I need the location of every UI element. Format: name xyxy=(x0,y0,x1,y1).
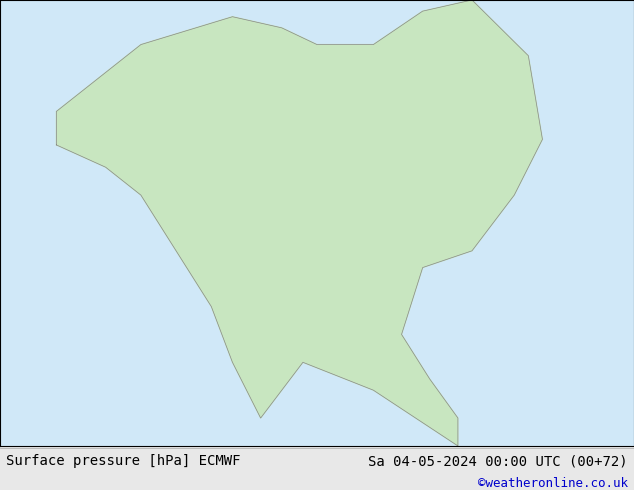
Polygon shape xyxy=(56,0,543,446)
Text: Sa 04-05-2024 00:00 UTC (00+72): Sa 04-05-2024 00:00 UTC (00+72) xyxy=(368,454,628,468)
Text: Surface pressure [hPa] ECMWF: Surface pressure [hPa] ECMWF xyxy=(6,454,241,468)
Text: ©weatheronline.co.uk: ©weatheronline.co.uk xyxy=(477,477,628,490)
